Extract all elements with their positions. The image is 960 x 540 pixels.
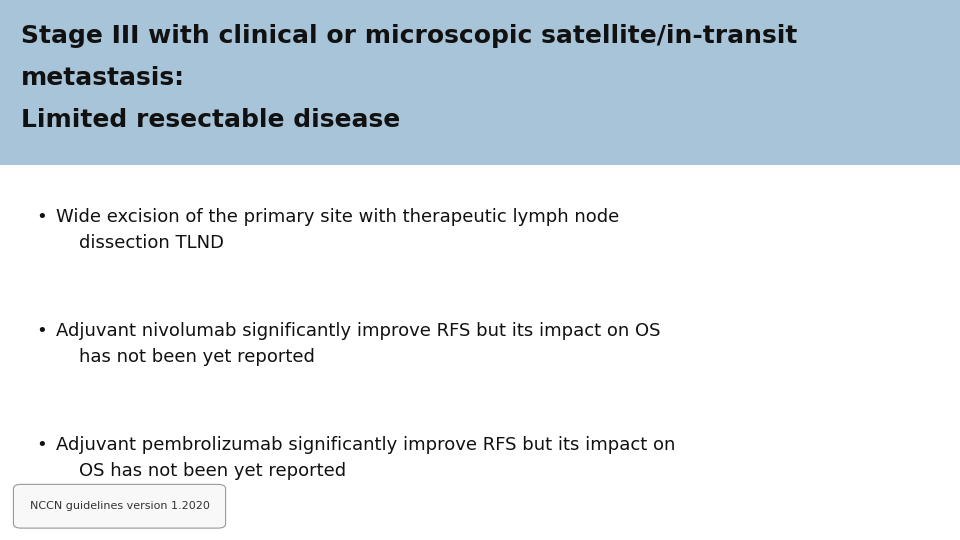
Text: OS has not been yet reported: OS has not been yet reported (56, 462, 346, 480)
Text: •: • (36, 208, 47, 226)
Text: Limited resectable disease: Limited resectable disease (21, 108, 400, 132)
Text: •: • (36, 322, 47, 340)
Text: NCCN guidelines version 1.2020: NCCN guidelines version 1.2020 (30, 501, 209, 511)
FancyBboxPatch shape (13, 484, 226, 528)
Text: •: • (36, 436, 47, 454)
Bar (0, 0, 960, 165)
Text: Stage III with clinical or microscopic satellite/in-transit: Stage III with clinical or microscopic s… (21, 24, 798, 48)
Text: Adjuvant pembrolizumab significantly improve RFS but its impact on: Adjuvant pembrolizumab significantly imp… (56, 436, 675, 454)
Text: Adjuvant nivolumab significantly improve RFS but its impact on OS: Adjuvant nivolumab significantly improve… (56, 322, 660, 340)
Text: metastasis:: metastasis: (21, 66, 185, 90)
Text: has not been yet reported: has not been yet reported (56, 348, 315, 366)
Text: Wide excision of the primary site with therapeutic lymph node: Wide excision of the primary site with t… (56, 208, 619, 226)
Text: dissection TLND: dissection TLND (56, 234, 224, 252)
